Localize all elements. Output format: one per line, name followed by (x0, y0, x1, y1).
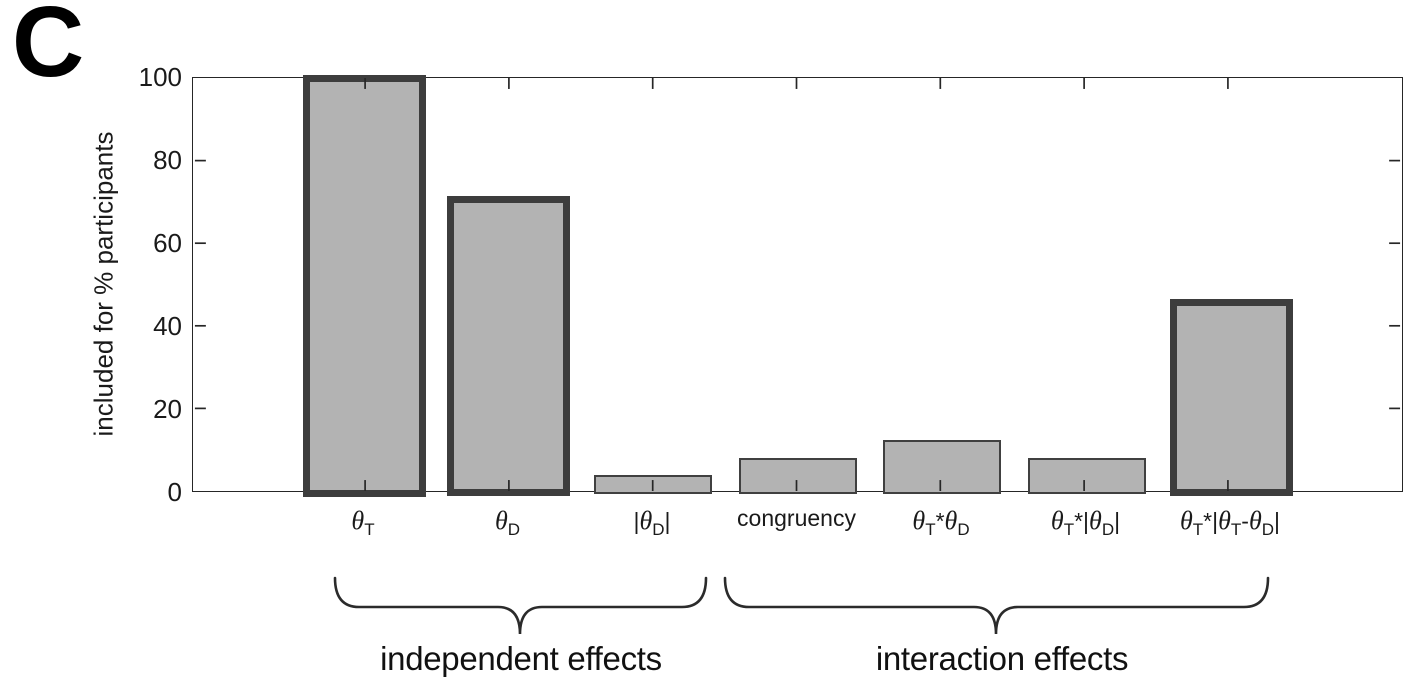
y-axis-title: included for % participants (88, 131, 119, 437)
bar-theta-T (302, 74, 426, 497)
panel-letter: C (12, 0, 84, 98)
x-tick-label-abs-theta-D: |θD| (633, 506, 671, 539)
x-tick-label-theta-T-times-abs-theta-T-minus-theta-D: θT*|θT-θD| (1180, 506, 1280, 539)
bars-layer (193, 74, 1402, 497)
group-brace-independent (333, 576, 708, 635)
y-tick-label: 100 (138, 62, 182, 92)
bar-theta-D (447, 195, 570, 497)
y-tick-label: 0 (167, 477, 182, 507)
group-brace-interaction (723, 576, 1270, 635)
x-tick-label-theta-T-times-theta-D: θT*θD (912, 506, 970, 539)
x-tick-label-theta-D: θD (494, 506, 521, 539)
plot-area (192, 74, 1403, 497)
x-tick-label-congruency: congruency (737, 505, 856, 531)
bar-congruency (738, 457, 857, 494)
y-tick-label: 80 (153, 145, 182, 175)
bar-theta-T-times-theta-D (883, 440, 1001, 494)
y-tick-label: 20 (153, 394, 182, 424)
bar-abs-theta-D (594, 474, 712, 494)
bar-theta-T-times-abs-theta-T-minus-theta-D (1169, 299, 1293, 497)
x-tick-label-theta-T-times-abs-theta-D: θT*|θD| (1050, 506, 1121, 539)
group-label-interaction-effects: interaction effects (875, 640, 1129, 677)
x-tick-label-theta-T: θT (351, 506, 375, 539)
y-tick-label: 40 (153, 311, 182, 341)
bar-theta-T-times-abs-theta-D (1027, 457, 1146, 494)
group-label-independent-effects: independent effects (380, 640, 662, 677)
y-tick-label: 60 (153, 228, 182, 258)
